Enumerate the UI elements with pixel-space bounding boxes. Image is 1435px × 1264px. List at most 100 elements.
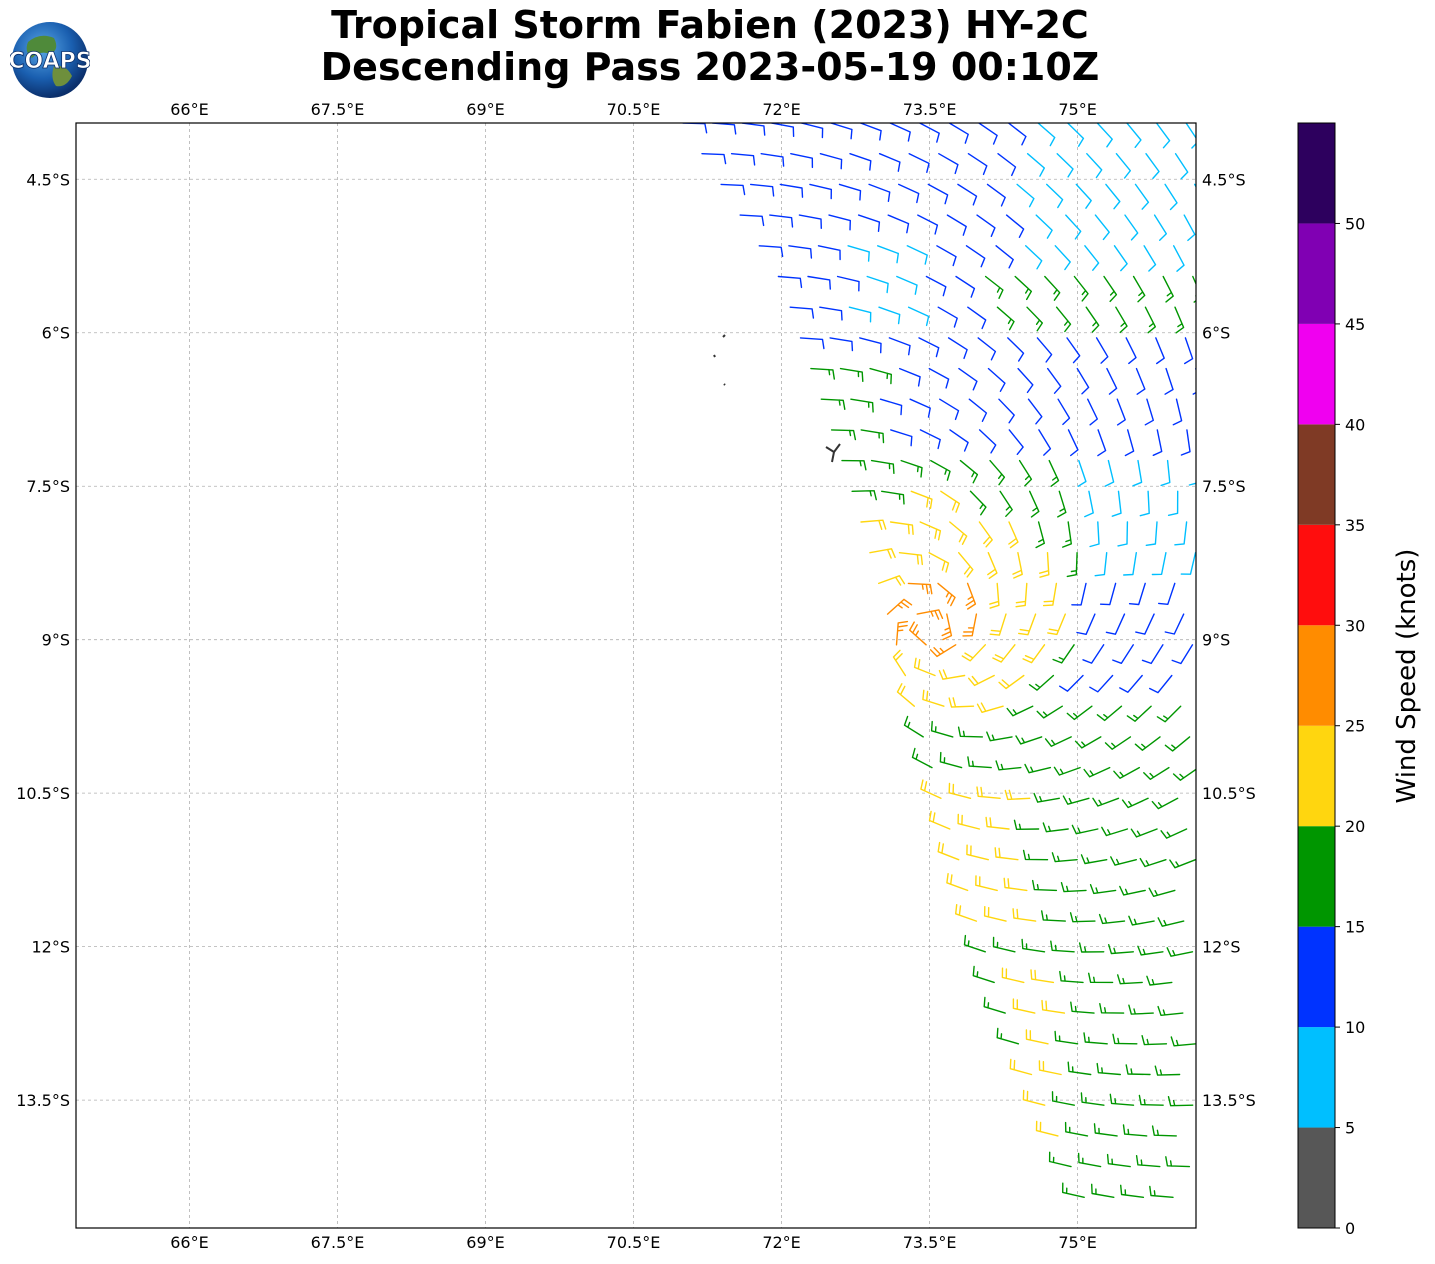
wind-barb bbox=[817, 245, 841, 261]
wind-barb bbox=[1066, 705, 1093, 721]
island-outline bbox=[723, 383, 726, 386]
wind-barb bbox=[1120, 1184, 1145, 1198]
wind-barb bbox=[898, 183, 920, 204]
wind-barb bbox=[1092, 797, 1120, 807]
wind-barb bbox=[819, 153, 843, 170]
colorbar-tick-label: 0 bbox=[1345, 1219, 1355, 1238]
wind-barb bbox=[995, 245, 1014, 269]
wind-barb bbox=[1104, 459, 1115, 487]
wind-barb bbox=[890, 429, 913, 447]
lon-tick-top: 69°E bbox=[466, 100, 504, 119]
wind-barb bbox=[919, 521, 942, 541]
wind-barb bbox=[1015, 582, 1028, 608]
wind-barb bbox=[1015, 735, 1043, 745]
wind-barb bbox=[1056, 153, 1074, 178]
wind-barbs bbox=[682, 123, 1196, 1198]
island-outline bbox=[825, 443, 841, 463]
wind-barb bbox=[1059, 970, 1084, 984]
colorbar-frame bbox=[1297, 122, 1336, 1229]
wind-barb bbox=[848, 306, 872, 323]
wind-barb bbox=[919, 123, 940, 143]
title-line-1: Tropical Storm Fabien (2023) HY-2C bbox=[331, 3, 1089, 47]
colorbar-tick-label: 10 bbox=[1345, 1018, 1365, 1037]
map-frame bbox=[75, 122, 1197, 1229]
wind-barb bbox=[967, 153, 988, 176]
wind-barb bbox=[879, 398, 903, 416]
wind-barb bbox=[1139, 857, 1167, 868]
wind-barb bbox=[929, 644, 957, 658]
wind-barb bbox=[1027, 398, 1043, 425]
wind-barb bbox=[967, 756, 992, 769]
wind-barb bbox=[1117, 521, 1129, 547]
wind-barb bbox=[907, 306, 930, 327]
wind-barb bbox=[1122, 1124, 1148, 1137]
wind-barb bbox=[1096, 1062, 1121, 1076]
wind-barb bbox=[965, 582, 977, 610]
wind-barb bbox=[1139, 490, 1150, 517]
wind-barb bbox=[1007, 337, 1025, 362]
wind-barb bbox=[682, 123, 708, 134]
wind-barb bbox=[910, 490, 933, 509]
wind-barb bbox=[1113, 245, 1128, 272]
wind-barb bbox=[860, 519, 887, 530]
wind-barb bbox=[1030, 969, 1055, 984]
wind-barb bbox=[1077, 1152, 1102, 1168]
wind-barb bbox=[1014, 275, 1032, 301]
wind-barb bbox=[1141, 1035, 1168, 1046]
wind-barb bbox=[769, 214, 794, 228]
wind-barb bbox=[887, 214, 910, 234]
wind-barb bbox=[1067, 123, 1085, 147]
wind-barb bbox=[1162, 275, 1174, 303]
wind-barb bbox=[798, 214, 822, 229]
wind-barb bbox=[1110, 856, 1137, 866]
wind-barb bbox=[1113, 766, 1140, 779]
wind-barb bbox=[1062, 521, 1072, 548]
wind-barb bbox=[958, 552, 974, 578]
wind-barb bbox=[977, 337, 997, 361]
wind-barb bbox=[1169, 859, 1196, 869]
wind-barb bbox=[1016, 183, 1035, 208]
wind-barb bbox=[1170, 1036, 1196, 1047]
wind-barb bbox=[1012, 552, 1023, 579]
wind-barb bbox=[903, 715, 924, 738]
wind-barb bbox=[1052, 644, 1075, 664]
wind-barb bbox=[985, 816, 1010, 830]
wind-barb bbox=[1138, 1094, 1164, 1106]
wind-barb bbox=[1089, 521, 1100, 548]
wind-barb bbox=[870, 459, 895, 474]
lon-tick-bottom: 70.5°E bbox=[607, 1233, 661, 1252]
wind-barb bbox=[1104, 736, 1132, 750]
lon-tick-bottom: 66°E bbox=[170, 1233, 208, 1252]
wind-barb bbox=[1036, 337, 1053, 363]
wind-barb bbox=[760, 153, 785, 167]
wind-barb bbox=[1006, 705, 1034, 717]
wind-barb bbox=[1192, 275, 1196, 303]
wind-barb bbox=[1041, 999, 1066, 1014]
wind-barb bbox=[989, 582, 1000, 609]
wind-barb bbox=[830, 429, 857, 441]
wind-barb bbox=[758, 245, 784, 258]
lat-tick-left: 9°S bbox=[42, 631, 70, 650]
wind-barb bbox=[938, 153, 959, 175]
wind-barb bbox=[906, 245, 928, 265]
wind-barb bbox=[1004, 789, 1031, 801]
wind-barb bbox=[850, 398, 874, 413]
wind-barb bbox=[1057, 490, 1067, 518]
wind-barb bbox=[896, 683, 915, 707]
wind-barb bbox=[1126, 123, 1142, 148]
wind-barb bbox=[1172, 768, 1196, 781]
wind-barb bbox=[962, 613, 978, 637]
wind-barb bbox=[1012, 998, 1036, 1014]
wind-barb bbox=[878, 153, 901, 172]
island-outline bbox=[722, 334, 726, 338]
wind-barb bbox=[1172, 398, 1183, 426]
wind-barb bbox=[900, 459, 923, 478]
wind-barb bbox=[1135, 367, 1146, 395]
wind-barb bbox=[1174, 306, 1185, 334]
wind-barb bbox=[1022, 1089, 1046, 1106]
wind-barb bbox=[1180, 552, 1196, 575]
coaps-logo-icon: COAPS bbox=[10, 22, 90, 98]
wind-barb bbox=[839, 367, 864, 382]
wind-barb bbox=[911, 747, 933, 769]
wind-barb bbox=[1021, 938, 1046, 953]
